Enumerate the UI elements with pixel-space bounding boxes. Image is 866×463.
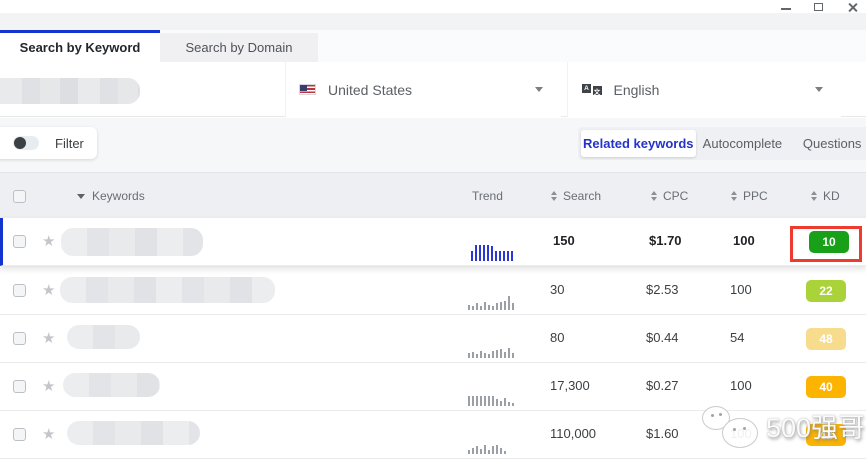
filter-card[interactable]: Filter (0, 127, 97, 159)
row-checkbox[interactable] (13, 380, 26, 393)
sort-icon (731, 191, 737, 201)
favorite-star-icon[interactable]: ★ (42, 378, 56, 395)
column-header-cpc-label: CPC (663, 189, 689, 203)
select-all-checkbox[interactable] (13, 190, 26, 203)
search-volume-value: 80 (550, 330, 565, 345)
tab-questions[interactable]: Questions (789, 130, 866, 157)
keyword-query-input[interactable] (0, 78, 140, 104)
ppc-value: 100 (730, 282, 752, 297)
result-type-tabs: Related keywords Autocomplete Questions (578, 127, 866, 160)
row-checkbox[interactable] (13, 284, 26, 297)
column-header-ppc-label: PPC (743, 189, 768, 203)
table-row[interactable]: ★ 30 $2.53 100 22 (0, 267, 866, 315)
cpc-value: $0.27 (646, 378, 679, 393)
favorite-star-icon[interactable]: ★ (42, 426, 56, 443)
language-select-value: English (613, 81, 660, 98)
filter-toggle[interactable] (13, 136, 39, 150)
window-close-icon[interactable] (847, 2, 861, 13)
country-select[interactable]: United States (285, 62, 561, 117)
sort-icon (651, 191, 657, 201)
tab-search-by-keyword-label: Search by Keyword (19, 40, 141, 55)
favorite-star-icon[interactable]: ★ (42, 282, 56, 299)
table-row[interactable]: ★ 110,000 $1.60 100 42 (0, 411, 866, 459)
window-minimize-icon[interactable] (780, 3, 794, 12)
column-header-cpc[interactable]: CPC (651, 173, 688, 219)
keyword-redacted (67, 325, 140, 349)
column-header-trend-label: Trend (472, 189, 503, 203)
kd-badge: 10 (809, 231, 849, 253)
tab-autocomplete[interactable]: Autocomplete (696, 130, 790, 157)
results-table-header: Keywords Trend Search CPC PPC KD (0, 172, 866, 218)
column-header-search-label: Search (563, 189, 602, 203)
ppc-value: 100 (730, 378, 752, 393)
kd-badge: 40 (806, 376, 846, 398)
chevron-down-icon (535, 87, 543, 92)
tab-search-by-domain-label: Search by Domain (185, 40, 293, 55)
column-header-ppc[interactable]: PPC (731, 173, 768, 219)
search-volume-value: 110,000 (550, 426, 597, 441)
search-volume-value: 17,300 (550, 378, 590, 393)
sort-icon (811, 191, 817, 201)
kd-badge: 48 (806, 328, 846, 350)
keyword-redacted (61, 228, 203, 256)
column-header-keywords-label: Keywords (92, 189, 145, 203)
window-maximize-icon[interactable] (813, 3, 827, 12)
row-checkbox[interactable] (13, 428, 26, 441)
row-checkbox[interactable] (13, 332, 26, 345)
search-volume-value: 30 (550, 282, 565, 297)
row-checkbox[interactable] (13, 235, 26, 248)
filter-label: Filter (55, 135, 84, 151)
us-flag-icon (299, 84, 316, 95)
kd-badge: 22 (806, 280, 846, 302)
keyword-redacted (67, 421, 200, 445)
active-tab-accent-bar (0, 30, 160, 33)
trend-sparkline (471, 245, 521, 261)
ppc-value: 100 (730, 426, 752, 441)
cpc-value: $0.44 (646, 330, 679, 345)
tab-related-keywords-label: Related keywords (582, 136, 694, 151)
column-header-trend: Trend (472, 173, 503, 219)
tab-related-keywords[interactable]: Related keywords (581, 130, 696, 157)
sort-desc-icon (77, 193, 85, 199)
window-titlebar (0, 0, 866, 13)
sort-icon (551, 191, 557, 201)
toggle-knob (14, 137, 26, 149)
column-header-keywords[interactable]: Keywords (77, 173, 145, 219)
keyword-redacted (63, 373, 160, 397)
cpc-value: $1.70 (649, 233, 682, 248)
favorite-star-icon[interactable]: ★ (42, 233, 56, 250)
trend-sparkline (468, 396, 518, 406)
annotation-red-rectangle (790, 226, 862, 262)
tab-questions-label: Questions (802, 136, 862, 151)
column-header-search[interactable]: Search (551, 173, 601, 219)
chrome-strip (0, 13, 866, 30)
search-volume-value: 150 (553, 233, 575, 248)
tab-search-by-keyword[interactable]: Search by Keyword (0, 33, 160, 62)
trend-sparkline (468, 445, 518, 454)
column-header-kd[interactable]: KD (811, 173, 840, 219)
cpc-value: $1.60 (646, 426, 679, 441)
trend-sparkline (468, 348, 518, 358)
ppc-value: 100 (733, 233, 755, 248)
ppc-value: 54 (730, 330, 745, 345)
country-select-value: United States (328, 81, 413, 98)
search-mode-tabs: Search by Keyword Search by Domain (0, 30, 866, 62)
cpc-value: $2.53 (646, 282, 679, 297)
trend-sparkline (468, 296, 518, 310)
column-header-kd-label: KD (823, 189, 840, 203)
table-row[interactable]: ★ 150 $1.70 100 10 (0, 218, 866, 266)
tab-autocomplete-label: Autocomplete (702, 136, 783, 151)
keyword-redacted (60, 277, 275, 303)
table-row[interactable]: ★ 80 $0.44 54 48 (0, 315, 866, 363)
tab-search-by-domain[interactable]: Search by Domain (160, 33, 318, 62)
filter-zone: Filter Related keywords Autocomplete Que… (0, 118, 866, 172)
table-row[interactable]: ★ 17,300 $0.27 100 40 (0, 363, 866, 411)
chevron-down-icon (815, 87, 823, 92)
kd-badge: 42 (806, 424, 846, 446)
favorite-star-icon[interactable]: ★ (42, 330, 56, 347)
